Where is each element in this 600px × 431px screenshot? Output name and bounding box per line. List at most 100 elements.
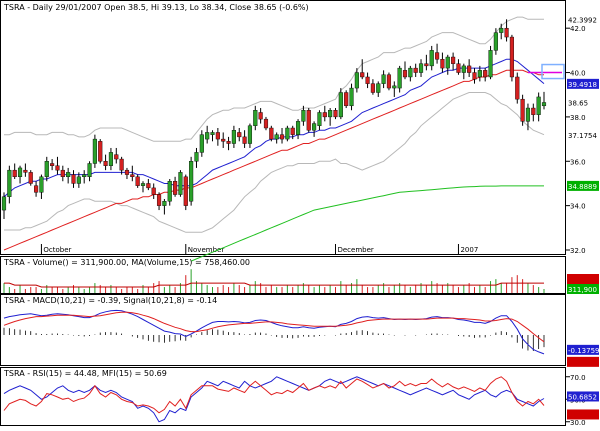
candle-body (402, 70, 408, 78)
candle-body (103, 161, 108, 166)
candle-body (194, 152, 199, 162)
mfi-label-bg (567, 391, 599, 402)
candle-body (156, 194, 162, 206)
signal-line (3, 311, 545, 343)
price-y-tick-label: 32.0 (570, 247, 586, 255)
candle-body (365, 76, 370, 84)
candle-body (140, 183, 146, 186)
candle-body (151, 187, 156, 195)
candle-body (44, 161, 49, 177)
price-panel: 32.0 34.0 36.0 38.0 40.0 42.0 October November D… (1, 14, 599, 262)
candle-body (124, 169, 130, 175)
candle-body (370, 83, 375, 93)
price-value-label-bg (567, 130, 599, 141)
candle-body (231, 130, 236, 144)
candle-body (221, 138, 226, 142)
candle-body (226, 141, 231, 144)
candle-body (504, 27, 509, 38)
candle-body (461, 65, 466, 73)
candle-body (205, 132, 210, 140)
candle-body (71, 174, 76, 184)
candle-body (493, 32, 498, 51)
macd-panel: -0.137598 (3, 309, 600, 367)
candle-body (263, 118, 269, 129)
candle-body (418, 63, 424, 73)
signal-label-bg (567, 356, 599, 367)
candle-body (333, 110, 338, 118)
annotation-box (541, 63, 565, 80)
price-value-label-bg (567, 97, 599, 108)
price-value-label: 38.65 (568, 99, 588, 107)
volume-panel: 311,900 (3, 269, 599, 294)
candle-body (472, 72, 477, 80)
candle-body (424, 63, 429, 67)
volume-label: 311,900 (568, 286, 597, 294)
volume-ma-label-bg (567, 274, 599, 284)
price-x-tick-label: December (337, 246, 373, 254)
price-y-tick-label: 40.0 (570, 70, 586, 78)
price-x-tick-label: October (43, 246, 71, 254)
candle-body (536, 96, 541, 115)
candle-body (354, 72, 359, 89)
price-value-label-bg (567, 180, 599, 191)
candle-body (408, 67, 413, 78)
candle-body (60, 169, 65, 178)
price-x-tick-label: November (188, 246, 225, 254)
candle-body (306, 110, 311, 131)
candle-body (349, 87, 354, 107)
ma-mid-line (3, 69, 544, 251)
candle-body (520, 98, 525, 122)
candle-body (360, 72, 365, 78)
macd-panel-frame (0, 294, 566, 366)
candle-body (397, 67, 402, 89)
candle-body (28, 172, 33, 184)
candle-body (312, 123, 317, 131)
price-value-label: 39.4918 (568, 81, 597, 89)
candle-body (531, 107, 536, 115)
candle-body (279, 134, 285, 140)
macd-label: -0.137598 (568, 347, 600, 355)
candle-body (509, 36, 514, 78)
candle-body (12, 169, 17, 178)
macd-header: TSRA - MACD(10,21) = -0.39, Signal(10,21… (3, 296, 217, 305)
price-value-label-bg (567, 14, 599, 25)
candle-body (269, 127, 274, 140)
candle-body (515, 76, 520, 100)
candle-body (108, 152, 114, 166)
candle-body (413, 67, 418, 73)
candle-body (477, 70, 482, 78)
candle-body (199, 134, 204, 153)
candle-body (130, 174, 135, 177)
candle-body (146, 183, 151, 189)
rsi-y-tick-label: 30.0 (570, 419, 586, 427)
candle-body (317, 112, 322, 126)
candle-body (344, 92, 349, 107)
price-y-tick-label: 42.0 (570, 25, 586, 33)
candle-body (285, 127, 290, 140)
candle-body (167, 181, 172, 202)
candle-body (392, 85, 397, 89)
candle-body (189, 161, 194, 202)
candle-body (525, 107, 531, 122)
candle-body (98, 141, 103, 162)
candle-body (541, 102, 547, 107)
candle-body (456, 63, 461, 73)
candle-body (290, 127, 295, 135)
candle-body (114, 154, 119, 160)
candle-body (434, 52, 440, 60)
candle-body (386, 74, 392, 89)
macd-label-bg (567, 344, 599, 355)
candle-body (82, 174, 87, 177)
rsi-panel: 30.050.070.050.6852 (3, 374, 599, 427)
candle-body (66, 172, 71, 177)
price-value-label: 34.8889 (568, 183, 597, 191)
candle-body (1, 196, 7, 211)
candle-body (215, 132, 220, 140)
candle-body (488, 50, 493, 78)
candle-body (376, 83, 381, 93)
candle-body (23, 169, 28, 173)
volume-ma-line (4, 282, 544, 288)
candle-body (295, 121, 301, 135)
